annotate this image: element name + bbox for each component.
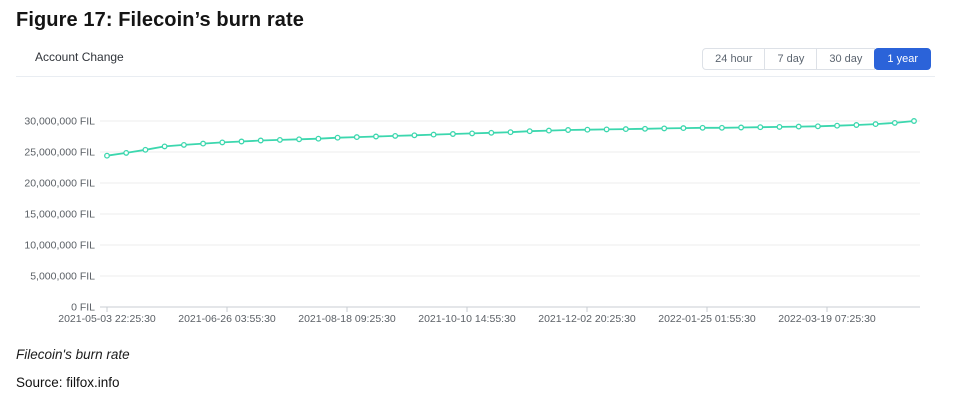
figure-source: Source: filfox.info (16, 375, 120, 390)
data-point-marker (161, 143, 168, 150)
range-button-1year[interactable]: 1 year (874, 48, 931, 70)
data-point-marker (200, 140, 207, 147)
data-point-marker (776, 123, 783, 130)
data-point-marker (545, 127, 552, 134)
data-point-marker (257, 137, 264, 144)
figure-caption: Filecoin's burn rate (16, 347, 130, 362)
chart-plot-area[interactable] (100, 105, 920, 307)
header-divider (16, 76, 935, 77)
data-point-marker (334, 134, 341, 141)
time-range-button-group: 24 hour 7 day 30 day 1 year (702, 48, 931, 70)
data-point-marker (526, 128, 533, 135)
account-change-label: Account Change (35, 50, 124, 64)
data-point-marker (469, 130, 476, 137)
x-tick-label: 2021-10-10 14:55:30 (418, 313, 516, 325)
x-tick-label: 2021-05-03 22:25:30 (58, 313, 156, 325)
y-tick-label: 25,000,000 FIL (24, 147, 95, 159)
data-point-marker (315, 135, 322, 142)
data-point-marker (142, 146, 149, 153)
data-point-marker (891, 119, 898, 126)
data-point-marker (834, 122, 841, 129)
data-point-marker (622, 126, 629, 133)
data-point-marker (430, 131, 437, 138)
data-point-marker (565, 127, 572, 133)
data-point-marker (180, 141, 187, 148)
data-point-marker (680, 125, 687, 132)
data-point-marker (488, 129, 495, 136)
data-point-marker (795, 123, 802, 130)
data-point-marker (507, 129, 514, 136)
y-tick-label: 5,000,000 FIL (30, 271, 95, 283)
data-point-marker (661, 125, 668, 132)
y-tick-label: 30,000,000 FIL (24, 116, 95, 128)
data-point-marker (411, 132, 418, 139)
y-tick-label: 10,000,000 FIL (24, 240, 95, 252)
data-point-marker (814, 123, 821, 130)
data-point-marker (353, 134, 360, 141)
data-point-marker (123, 149, 130, 156)
range-button-30day[interactable]: 30 day (816, 48, 876, 70)
data-point-marker (584, 126, 591, 133)
data-point-marker (853, 122, 860, 128)
data-point-marker (296, 136, 303, 143)
x-tick-label: 2021-06-26 03:55:30 (178, 313, 276, 325)
data-point-marker (219, 139, 226, 146)
data-point-marker (603, 126, 610, 133)
x-tick-label: 2021-08-18 09:25:30 (298, 313, 396, 325)
data-point-marker (642, 125, 648, 132)
range-button-24hour[interactable]: 24 hour (702, 48, 766, 70)
figure-title: Figure 17: Filecoin’s burn rate (16, 9, 304, 31)
data-point-marker (757, 124, 764, 131)
data-point-marker (373, 133, 379, 140)
x-tick-label: 2021-12-02 20:25:30 (538, 313, 636, 325)
x-tick-label: 2022-03-19 07:25:30 (778, 313, 876, 325)
data-point-marker (449, 131, 456, 137)
data-point-marker (276, 136, 283, 143)
data-point-marker (872, 121, 879, 128)
y-tick-label: 0 FIL (71, 302, 95, 314)
data-point-marker (699, 124, 706, 131)
data-point-marker (392, 132, 399, 139)
range-button-7day[interactable]: 7 day (764, 48, 818, 70)
x-tick-label: 2022-01-25 01:55:30 (658, 313, 756, 325)
y-tick-label: 20,000,000 FIL (24, 178, 95, 190)
data-point-marker (738, 124, 745, 131)
data-point-marker (238, 138, 245, 145)
y-tick-label: 15,000,000 FIL (24, 209, 95, 221)
data-point-marker (104, 152, 110, 159)
burn-rate-chart: 0 FIL 5,000,000 FIL 10,000,000 FIL 15,000,0… (24, 105, 920, 325)
data-point-marker (718, 124, 725, 131)
data-point-marker (911, 118, 917, 124)
